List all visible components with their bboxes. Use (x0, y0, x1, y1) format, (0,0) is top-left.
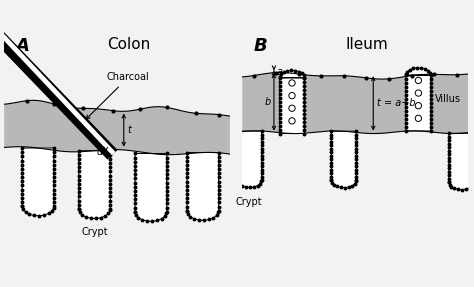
Polygon shape (237, 131, 262, 187)
Text: A: A (16, 37, 29, 55)
Text: Ileum: Ileum (345, 37, 388, 53)
Text: B: B (254, 37, 267, 55)
Polygon shape (79, 151, 110, 218)
Text: Crypt: Crypt (236, 197, 263, 207)
Polygon shape (4, 100, 230, 155)
Polygon shape (406, 68, 431, 131)
Text: Crypt: Crypt (81, 227, 108, 237)
Text: d: d (96, 147, 102, 157)
Polygon shape (22, 148, 54, 216)
Text: Colon: Colon (107, 37, 150, 53)
Polygon shape (449, 133, 474, 190)
Text: t = a+b: t = a+b (377, 98, 415, 108)
Polygon shape (187, 152, 219, 220)
Polygon shape (242, 73, 468, 133)
Text: t: t (127, 125, 131, 135)
Text: a: a (277, 67, 283, 77)
Text: Charcoal: Charcoal (86, 72, 150, 119)
Polygon shape (280, 70, 304, 133)
Text: b: b (264, 97, 271, 107)
Polygon shape (135, 154, 167, 221)
Polygon shape (331, 131, 356, 188)
Text: Villus: Villus (435, 94, 461, 104)
